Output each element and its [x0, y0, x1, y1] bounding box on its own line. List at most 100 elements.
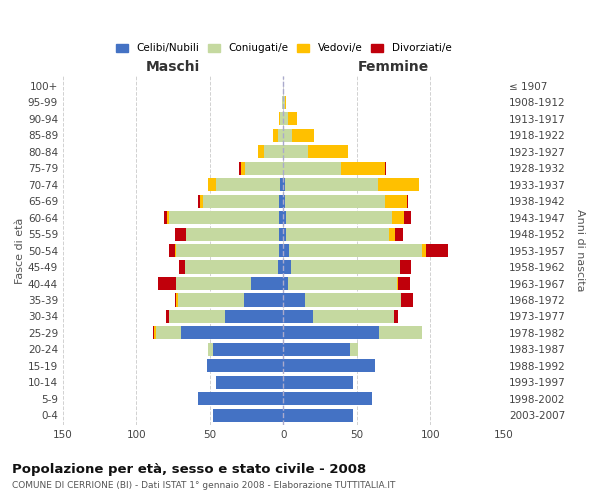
- Bar: [285, 178, 377, 192]
- Bar: [283, 326, 379, 340]
- Bar: [213, 343, 283, 356]
- Bar: [198, 194, 200, 207]
- Bar: [187, 228, 279, 240]
- Bar: [283, 211, 286, 224]
- Bar: [179, 260, 185, 274]
- Bar: [208, 343, 213, 356]
- Bar: [164, 211, 167, 224]
- Bar: [154, 326, 155, 340]
- Bar: [385, 194, 407, 207]
- Bar: [278, 260, 283, 274]
- Bar: [169, 211, 279, 224]
- Bar: [385, 162, 386, 175]
- Bar: [401, 294, 413, 306]
- Text: COMUNE DI CERRIONE (BI) - Dati ISTAT 1° gennaio 2008 - Elaborazione TUTTITALIA.I: COMUNE DI CERRIONE (BI) - Dati ISTAT 1° …: [12, 481, 395, 490]
- Bar: [283, 310, 313, 323]
- Bar: [175, 244, 176, 257]
- Bar: [283, 277, 288, 290]
- Y-axis label: Anni di nascita: Anni di nascita: [575, 210, 585, 292]
- Bar: [203, 194, 279, 207]
- Bar: [166, 310, 169, 323]
- Bar: [341, 162, 385, 175]
- Text: Femmine: Femmine: [358, 60, 430, 74]
- Bar: [283, 112, 288, 126]
- Bar: [279, 211, 283, 224]
- Bar: [178, 294, 244, 306]
- Bar: [207, 360, 283, 372]
- Bar: [291, 260, 400, 274]
- Bar: [169, 310, 224, 323]
- Bar: [407, 194, 409, 207]
- Bar: [158, 277, 176, 290]
- Bar: [208, 178, 216, 192]
- Bar: [259, 145, 265, 158]
- Bar: [283, 145, 308, 158]
- Bar: [389, 228, 395, 240]
- Bar: [279, 228, 283, 240]
- Bar: [283, 376, 353, 389]
- Bar: [286, 228, 389, 240]
- Bar: [273, 128, 278, 142]
- Text: Popolazione per età, sesso e stato civile - 2008: Popolazione per età, sesso e stato civil…: [12, 462, 366, 475]
- Bar: [241, 162, 245, 175]
- Bar: [285, 194, 385, 207]
- Bar: [175, 294, 176, 306]
- Bar: [213, 408, 283, 422]
- Bar: [216, 178, 280, 192]
- Bar: [278, 128, 283, 142]
- Bar: [283, 244, 289, 257]
- Bar: [216, 376, 283, 389]
- Bar: [283, 162, 341, 175]
- Bar: [400, 260, 412, 274]
- Bar: [283, 194, 285, 207]
- Bar: [282, 96, 283, 109]
- Bar: [175, 228, 187, 240]
- Bar: [251, 277, 283, 290]
- Bar: [313, 310, 394, 323]
- Bar: [392, 211, 404, 224]
- Y-axis label: Fasce di età: Fasce di età: [15, 218, 25, 284]
- Bar: [283, 294, 305, 306]
- Bar: [155, 326, 181, 340]
- Bar: [286, 211, 392, 224]
- Bar: [292, 128, 314, 142]
- Bar: [404, 211, 412, 224]
- Text: Maschi: Maschi: [146, 60, 200, 74]
- Bar: [279, 112, 280, 126]
- Bar: [176, 277, 251, 290]
- Bar: [185, 260, 278, 274]
- Bar: [289, 244, 422, 257]
- Bar: [169, 244, 175, 257]
- Bar: [224, 310, 283, 323]
- Bar: [265, 145, 283, 158]
- Bar: [283, 260, 291, 274]
- Bar: [283, 178, 285, 192]
- Bar: [245, 162, 283, 175]
- Bar: [239, 162, 241, 175]
- Legend: Celibi/Nubili, Coniugati/e, Vedovi/e, Divorziati/e: Celibi/Nubili, Coniugati/e, Vedovi/e, Di…: [112, 40, 455, 58]
- Bar: [377, 178, 419, 192]
- Bar: [283, 392, 371, 406]
- Bar: [280, 178, 283, 192]
- Bar: [176, 244, 279, 257]
- Bar: [308, 145, 348, 158]
- Bar: [305, 294, 401, 306]
- Bar: [152, 326, 154, 340]
- Bar: [283, 343, 350, 356]
- Bar: [279, 194, 283, 207]
- Bar: [398, 277, 410, 290]
- Bar: [379, 326, 422, 340]
- Bar: [288, 112, 296, 126]
- Bar: [422, 244, 426, 257]
- Bar: [283, 408, 353, 422]
- Bar: [285, 96, 286, 109]
- Bar: [350, 343, 358, 356]
- Bar: [283, 228, 286, 240]
- Bar: [283, 128, 292, 142]
- Bar: [394, 310, 398, 323]
- Bar: [198, 392, 283, 406]
- Bar: [280, 112, 283, 126]
- Bar: [244, 294, 283, 306]
- Bar: [181, 326, 283, 340]
- Bar: [397, 277, 398, 290]
